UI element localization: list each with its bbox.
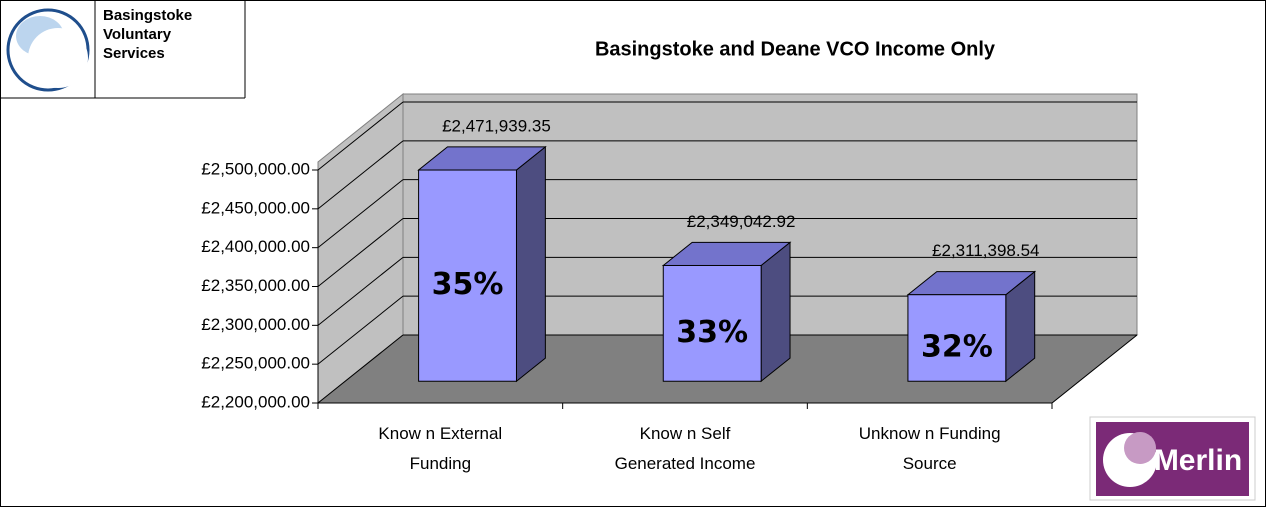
logo-text: Basingstoke — [103, 7, 192, 24]
merlin-logo: Merlin — [1089, 416, 1256, 501]
y-tick-label: £2,450,000.00 — [201, 198, 310, 217]
grid-line — [317, 218, 404, 287]
logo-shape — [1124, 432, 1156, 464]
y-tick-label: £2,250,000.00 — [201, 354, 310, 373]
y-tick-label: £2,400,000.00 — [201, 237, 310, 256]
y-tick-label: £2,200,000.00 — [201, 392, 310, 411]
bar — [907, 294, 1007, 382]
logo-shape — [28, 28, 88, 88]
bar-label: 32% — [921, 329, 993, 364]
grid-line — [317, 256, 404, 326]
y-tick-label: £2,500,000.00 — [201, 159, 310, 178]
data-label: £2,471,939.35 — [442, 116, 551, 135]
bar — [662, 264, 762, 382]
logo-text: Services — [103, 45, 165, 62]
grid-line — [317, 140, 404, 210]
grid-line — [317, 295, 404, 365]
bvs-logo: Basingstoke Voluntary Services — [0, 0, 246, 99]
logo-text: Merlin — [1154, 444, 1242, 477]
bar-side — [760, 241, 791, 383]
bar-side — [515, 145, 546, 383]
logo-text: Voluntary — [103, 26, 172, 43]
chart-title: Basingstoke and Deane VCO Income Only — [595, 38, 996, 60]
x-tick-label: Know n External Funding — [378, 424, 503, 473]
x-tick-label: Unknow n Funding Source — [858, 424, 1001, 473]
grid-line — [317, 101, 404, 171]
data-label: £2,349,042.92 — [687, 212, 796, 231]
floor-edge — [1051, 334, 1138, 404]
y-tick-label: £2,300,000.00 — [201, 315, 310, 334]
data-label: £2,311,398.54 — [932, 241, 1039, 260]
bar-label: 33% — [676, 315, 748, 350]
bar — [418, 169, 517, 382]
y-tick-label: £2,350,000.00 — [201, 276, 310, 295]
grid-line — [317, 334, 404, 404]
bar-label: 35% — [432, 267, 504, 302]
x-tick-label: Know n Self Generated Income — [614, 424, 756, 473]
grid-line — [317, 179, 404, 249]
